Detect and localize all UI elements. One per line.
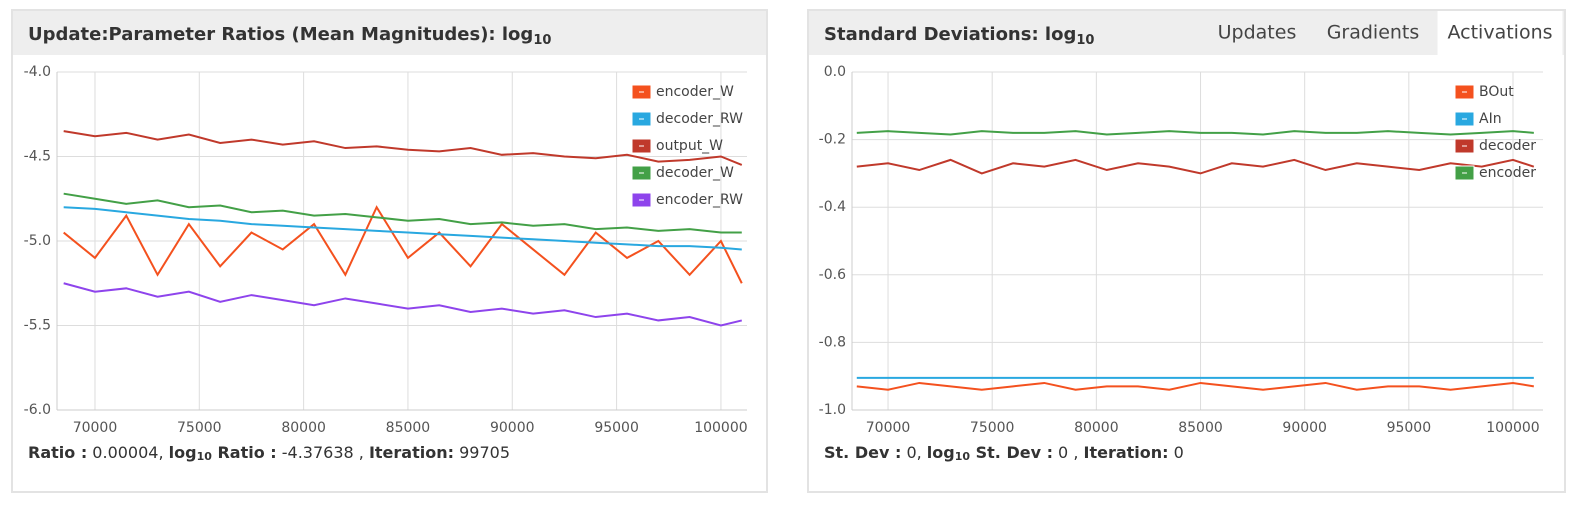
series-line — [63, 206, 742, 251]
status-part: 0 , — [1053, 443, 1084, 462]
status-line: Ratio : 0.00004, log10 Ratio : -4.37638 … — [28, 443, 510, 464]
panel: Standard Deviations: log10 Updates Gradien… — [807, 9, 1566, 493]
x-tick-label: 95000 — [1387, 420, 1432, 436]
status-line: St. Dev : 0, log10 St. Dev : 0 , Iterati… — [824, 443, 1184, 464]
status-part: Iteration: — [369, 443, 454, 462]
x-tick-label: 85000 — [386, 420, 431, 436]
x-tick-label: 70000 — [866, 420, 911, 436]
legend-label: encoder_RW — [656, 192, 743, 208]
tab[interactable]: Updates — [1218, 22, 1297, 44]
status-part: 10 — [955, 450, 971, 463]
x-tick-label: 90000 — [490, 420, 535, 436]
x-tick-label: 80000 — [1074, 420, 1119, 436]
x-tick-label: 70000 — [73, 420, 118, 436]
panel: Update:Parameter Ratios (Mean Magnitudes… — [11, 9, 768, 493]
status-part: -4.37638 , — [277, 443, 369, 462]
status-part: Ratio : — [28, 443, 87, 462]
series-line — [63, 192, 742, 234]
status-part: Ratio : — [212, 443, 277, 462]
series-line — [856, 130, 1534, 136]
legend-label: encoder_W — [656, 84, 734, 100]
status-part: St. Dev : — [824, 443, 901, 462]
y-tick-label: 0.0 — [824, 64, 846, 80]
y-tick-label: -1.0 — [819, 402, 846, 418]
y-tick-label: -4.0 — [24, 64, 51, 80]
status-part: 99705 — [454, 443, 510, 462]
legend-label: BOut — [1479, 84, 1514, 100]
x-tick-label: 100000 — [694, 420, 747, 436]
series-line — [63, 282, 743, 327]
status-part: 10 — [197, 450, 213, 463]
panel-title: Update:Parameter Ratios (Mean Magnitudes… — [28, 24, 551, 48]
panel-header — [13, 11, 766, 55]
y-tick-label: -0.8 — [819, 334, 846, 350]
panel-frame — [807, 9, 1566, 493]
legend-label: decoder_RW — [656, 111, 743, 127]
status-part: 0, — [901, 443, 926, 462]
series-line — [856, 381, 1534, 391]
series-line — [856, 158, 1535, 175]
y-tick-label: -0.6 — [819, 267, 846, 283]
panel-title: Standard Deviations: log10 — [824, 24, 1094, 48]
y-tick-label: -0.4 — [819, 199, 846, 215]
legend-label: output_W — [656, 138, 723, 154]
title-text: Standard Deviations: log — [824, 24, 1076, 45]
title-subscript: 10 — [533, 33, 551, 48]
legend-label: decoder — [1479, 138, 1536, 154]
status-part: log — [169, 443, 197, 462]
x-tick-label: 75000 — [970, 420, 1015, 436]
status-part: 0 — [1169, 443, 1184, 462]
x-tick-label: 95000 — [594, 420, 639, 436]
y-tick-label: -0.2 — [819, 132, 846, 148]
status-part: log — [927, 443, 955, 462]
title-text: Update:Parameter Ratios (Mean Magnitudes… — [28, 24, 533, 45]
y-tick-label: -6.0 — [24, 402, 51, 418]
active-tab-bg — [1437, 11, 1563, 55]
y-tick-label: -5.0 — [24, 233, 51, 249]
y-tick-label: -4.5 — [24, 149, 51, 165]
status-part: 0.00004, — [87, 443, 168, 462]
x-tick-label: 85000 — [1178, 420, 1223, 436]
x-tick-label: 90000 — [1282, 420, 1327, 436]
x-tick-label: 100000 — [1486, 420, 1539, 436]
series-line — [63, 205, 743, 284]
x-tick-label: 75000 — [177, 420, 222, 436]
legend-label: decoder_W — [656, 165, 734, 181]
series-line — [63, 130, 743, 166]
status-part: Iteration: — [1084, 443, 1169, 462]
title-subscript: 10 — [1076, 33, 1094, 48]
tab[interactable]: Gradients — [1327, 22, 1420, 44]
y-tick-label: -5.5 — [24, 318, 51, 334]
status-part: St. Dev : — [970, 443, 1053, 462]
legend-label: encoder — [1479, 165, 1536, 181]
legend-label: AIn — [1479, 111, 1502, 127]
tab[interactable]: Activations — [1447, 22, 1552, 44]
x-tick-label: 80000 — [281, 420, 326, 436]
